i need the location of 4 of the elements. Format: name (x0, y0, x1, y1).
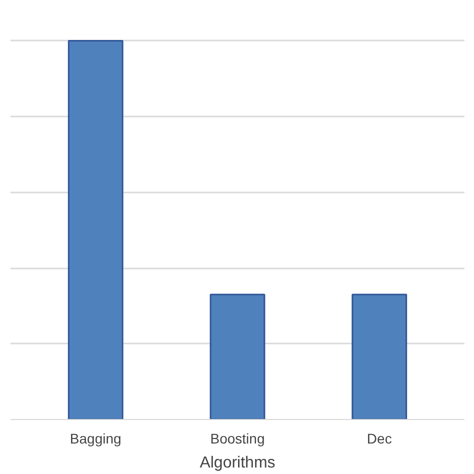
x-tick-label: Boosting (210, 430, 265, 446)
x-tick-label: Bagging (70, 430, 122, 446)
x-axis-title: Algorithms (200, 454, 276, 472)
x-tick-label: Dec (366, 430, 392, 446)
